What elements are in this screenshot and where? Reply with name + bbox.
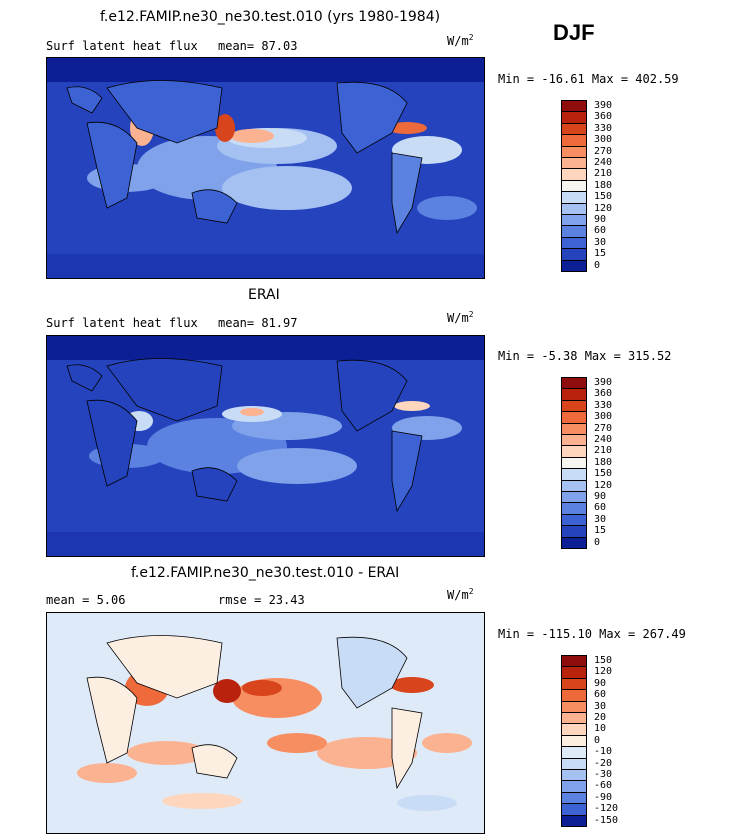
colorbar-level-label: -60 (594, 780, 613, 792)
colorbar-level-label: -30 (594, 769, 613, 780)
colorbar-level-label: 210 (594, 168, 613, 180)
colorbar-level-label: 240 (594, 157, 613, 168)
colorbar-level-label: 30 (594, 513, 607, 525)
colorbar-level-label: 0 (594, 259, 601, 271)
colorbar-level-label: 240 (594, 434, 613, 445)
colorbar-swatch (561, 259, 587, 272)
panel-2-mean: mean= 81.97 (218, 316, 298, 330)
panel-1-colorbar: 390 360 330 300 270 240 210 180 150 120 90 60 30 15 0 (561, 100, 641, 272)
colorbar-level-label: -10 (594, 746, 613, 758)
colorbar-level-label: 10 (594, 723, 607, 735)
colorbar-level-label: -120 (594, 803, 619, 815)
panel-1-minmax: Min = -16.61 Max = 402.59 (498, 72, 679, 86)
panel-2-units: W/m2 (447, 310, 474, 325)
colorbar-level-label: 20 (594, 712, 607, 723)
panel-2-colorbar: 390 360 330 300 270 240 210 180 150 120 90 60 30 15 0 (561, 377, 641, 549)
colorbar-level-label: 330 (594, 122, 613, 134)
panel-3-title: f.e12.FAMIP.ne30_ne30.test.010 - ERAI (131, 565, 400, 581)
colorbar-level-label: 90 (594, 214, 607, 225)
colorbar-level-label: -150 (594, 814, 619, 826)
colorbar-level-label: 0 (594, 536, 601, 548)
colorbar-level-label: 330 (594, 399, 613, 411)
panel-3-units: W/m2 (447, 587, 474, 602)
panel-3-rmse: rmse = 23.43 (218, 593, 305, 607)
colorbar-level-label: 150 (594, 468, 613, 480)
colorbar-level-label: 30 (594, 236, 607, 248)
panel-1-title: f.e12.FAMIP.ne30_ne30.test.010 (yrs 1980… (100, 9, 441, 25)
colorbar-level-label: 30 (594, 700, 607, 712)
colorbar-level-label: 90 (594, 491, 607, 502)
colorbar-level-label: -90 (594, 791, 613, 803)
colorbar-level-label: 150 (594, 191, 613, 203)
colorbar-level-label: 270 (594, 422, 613, 434)
colorbar-level-label: 60 (594, 225, 607, 237)
colorbar-level-label: 270 (594, 145, 613, 157)
colorbar-level-label: 60 (594, 502, 607, 514)
panel-2-map (46, 335, 485, 557)
colorbar-level-label: 120 (594, 202, 613, 214)
colorbar-level-label: 180 (594, 179, 613, 191)
colorbar-level-label: 15 (594, 248, 607, 260)
panel-2-title: ERAI (248, 287, 280, 303)
colorbar-level-label: 300 (594, 411, 613, 423)
colorbar-level-label: 390 (594, 100, 613, 111)
panel-3-colorbar: 150 120 90 60 30 20 10 0 -10 -20 -30 -60 -90 -120 -150 (561, 655, 641, 827)
panel-1-map (46, 57, 485, 279)
colorbar-level-label: 120 (594, 479, 613, 491)
colorbar-level-label: 150 (594, 655, 613, 666)
colorbar-level-label: 360 (594, 388, 613, 400)
colorbar-level-label: 180 (594, 456, 613, 468)
panel-1-mean: mean= 87.03 (218, 39, 298, 53)
colorbar-level-label: 360 (594, 111, 613, 123)
panel-3-mean: mean = 5.06 (46, 593, 126, 607)
panel-1-units: W/m2 (447, 33, 474, 48)
panel-3-map (46, 612, 485, 834)
colorbar-level-label: 90 (594, 677, 607, 689)
colorbar-swatch (561, 536, 587, 549)
panel-3-minmax: Min = -115.10 Max = 267.49 (498, 627, 686, 641)
colorbar-level-label: 60 (594, 689, 607, 701)
colorbar-swatch (561, 814, 587, 827)
colorbar-level-label: 120 (594, 666, 613, 678)
colorbar-level-label: 300 (594, 134, 613, 146)
panel-1-variable-label: Surf latent heat flux (46, 39, 198, 53)
colorbar-level-label: 390 (594, 377, 613, 388)
season-label: DJF (553, 20, 595, 45)
colorbar-level-label: 15 (594, 525, 607, 537)
panel-2-minmax: Min = -5.38 Max = 315.52 (498, 349, 672, 363)
colorbar-level-label: 210 (594, 445, 613, 457)
panel-2-variable-label: Surf latent heat flux (46, 316, 198, 330)
colorbar-level-label: 0 (594, 734, 601, 746)
colorbar-level-label: -20 (594, 757, 613, 769)
